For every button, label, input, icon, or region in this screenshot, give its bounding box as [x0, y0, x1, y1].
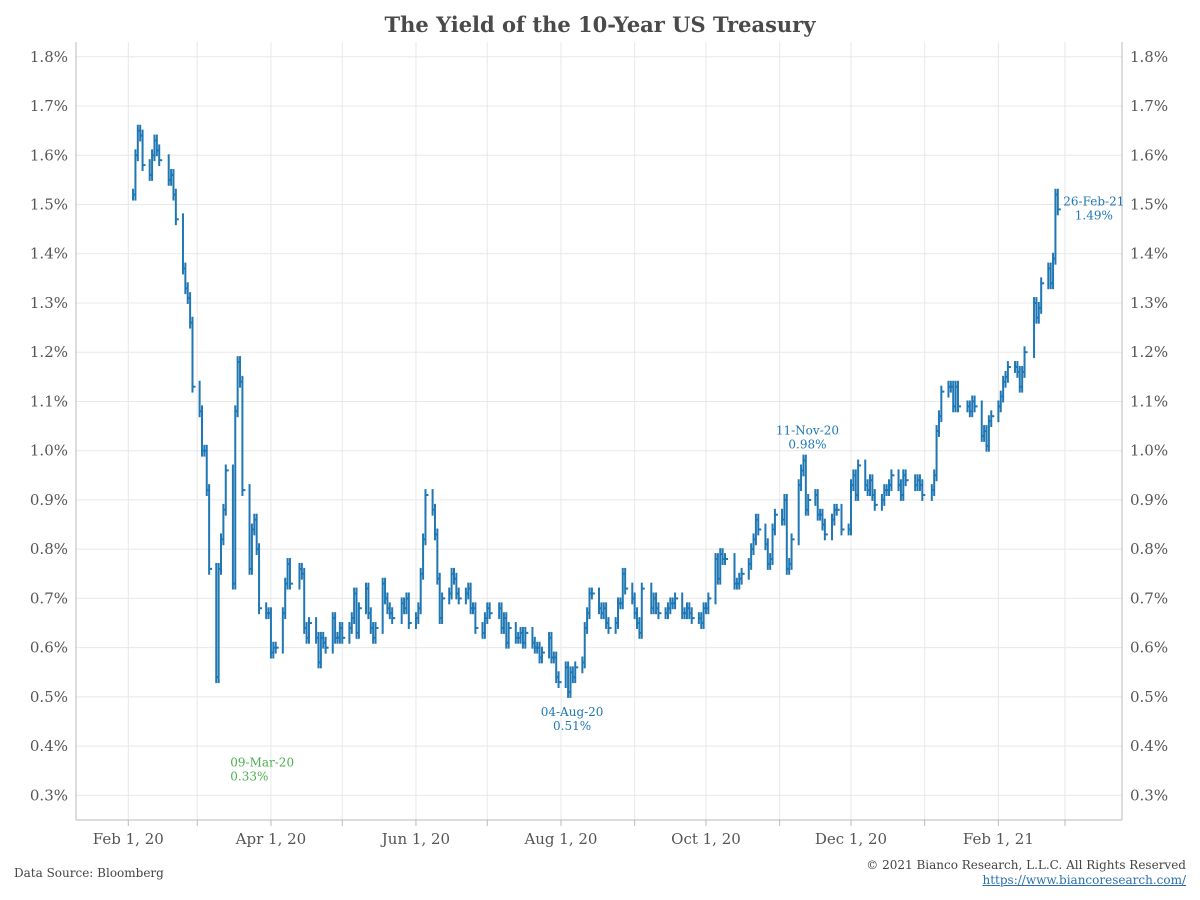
y-tick-label-left: 1.8% — [30, 48, 68, 66]
y-tick-label-right: 1.4% — [1130, 245, 1168, 263]
y-tick-label-right: 0.9% — [1130, 491, 1168, 509]
y-tick-label-right: 0.4% — [1130, 737, 1168, 755]
y-tick-label-left: 1.1% — [30, 392, 68, 410]
x-tick-label: Aug 1, 20 — [523, 830, 597, 848]
y-tick-label-left: 1.4% — [30, 245, 68, 263]
data-source-note: Data Source: Bloomberg — [14, 866, 164, 880]
y-tick-label-right: 0.8% — [1130, 540, 1168, 558]
y-tick-label-left: 1.3% — [30, 294, 68, 312]
chart-title: The Yield of the 10-Year US Treasury — [384, 12, 816, 37]
y-tick-label-left: 1.5% — [30, 195, 68, 213]
y-tick-label-left: 1.6% — [30, 146, 68, 164]
y-tick-label-right: 1.7% — [1130, 97, 1168, 115]
x-tick-label: Feb 1, 21 — [963, 830, 1034, 848]
y-tick-label-left: 0.4% — [30, 737, 68, 755]
y-tick-label-right: 1.8% — [1130, 48, 1168, 66]
y-tick-label-left: 1.7% — [30, 97, 68, 115]
y-tick-label-right: 1.5% — [1130, 195, 1168, 213]
y-tick-label-left: 1.0% — [30, 442, 68, 460]
y-tick-label-left: 0.9% — [30, 491, 68, 509]
axis-layer: 0.3% 0.3% 0.4% 0.4% 0.5% 0.5% 0.6% 0.6% 0.7% 0.7%… — [30, 42, 1168, 848]
y-tick-label-left: 0.7% — [30, 589, 68, 607]
y-tick-label-left: 0.6% — [30, 639, 68, 657]
y-tick-label-left: 1.2% — [30, 343, 68, 361]
annotation-value-label: 0.98% — [788, 438, 826, 452]
y-tick-label-right: 1.1% — [1130, 392, 1168, 410]
grid-layer — [76, 42, 1122, 820]
y-tick-label-right: 1.2% — [1130, 343, 1168, 361]
annotation-value-label: 0.33% — [230, 770, 268, 784]
y-tick-label-right: 1.3% — [1130, 294, 1168, 312]
y-tick-label-right: 1.6% — [1130, 146, 1168, 164]
annotation-layer: 09-Mar-200.33% 04-Aug-200.51% 11-Nov-200.9… — [230, 194, 1124, 783]
x-tick-label: Oct 1, 20 — [671, 830, 741, 848]
x-tick-label: Feb 1, 20 — [93, 830, 164, 848]
y-tick-label-right: 1.0% — [1130, 442, 1168, 460]
annotation-date-label: 26-Feb-21 — [1063, 194, 1124, 208]
x-tick-label: Jun 1, 20 — [380, 830, 450, 848]
annotation-date-label: 09-Mar-20 — [230, 756, 294, 770]
series-layer — [132, 124, 1061, 698]
y-tick-label-left: 0.3% — [30, 786, 68, 804]
y-tick-label-right: 0.3% — [1130, 786, 1168, 804]
y-tick-label-right: 0.5% — [1130, 688, 1168, 706]
copyright-note: © 2021 Bianco Research, L.L.C. All Right… — [866, 858, 1186, 872]
x-tick-label: Apr 1, 20 — [235, 830, 307, 848]
website-link[interactable]: https://www.biancoresearch.com/ — [982, 873, 1186, 887]
x-tick-label: Dec 1, 20 — [815, 830, 887, 848]
y-tick-label-left: 0.8% — [30, 540, 68, 558]
annotation-date-label: 04-Aug-20 — [541, 705, 604, 719]
y-tick-label-right: 0.6% — [1130, 639, 1168, 657]
y-tick-label-right: 0.7% — [1130, 589, 1168, 607]
annotation-value-label: 0.51% — [553, 719, 591, 733]
y-tick-label-left: 0.5% — [30, 688, 68, 706]
annotation-date-label: 11-Nov-20 — [776, 424, 839, 438]
annotation-value-label: 1.49% — [1075, 208, 1113, 222]
